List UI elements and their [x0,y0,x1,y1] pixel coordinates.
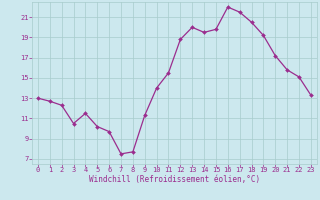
X-axis label: Windchill (Refroidissement éolien,°C): Windchill (Refroidissement éolien,°C) [89,175,260,184]
